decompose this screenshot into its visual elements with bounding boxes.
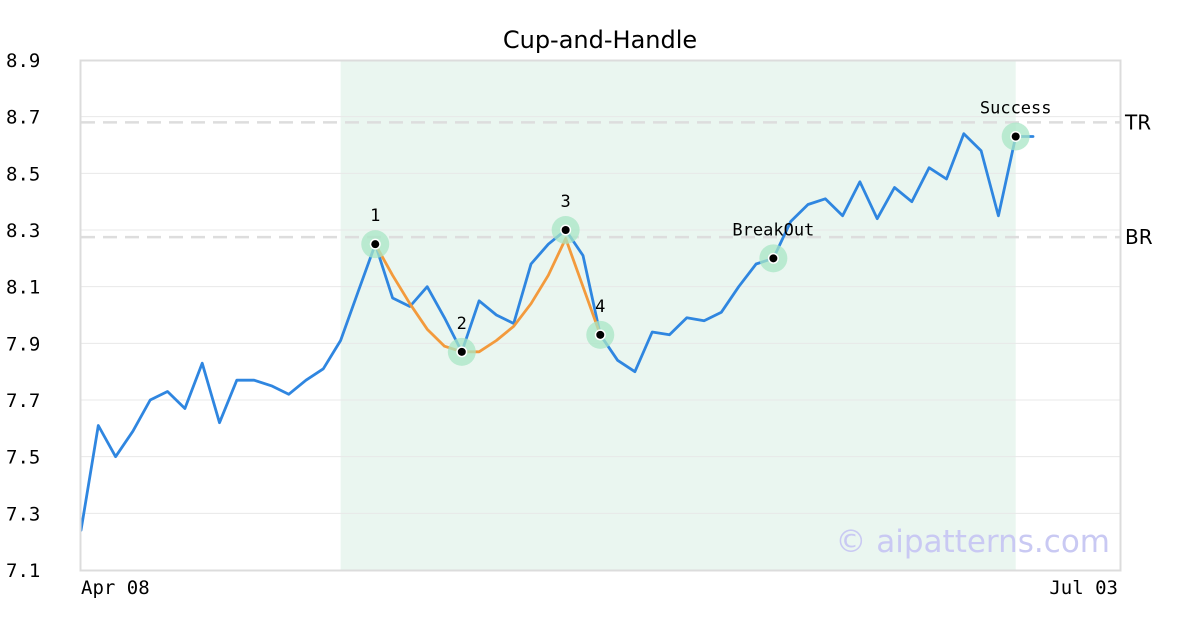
y-tick-label: 8.3: [6, 220, 40, 242]
x-tick-label: Jul 03: [1049, 577, 1118, 599]
point-label-breakout: BreakOut: [732, 220, 814, 240]
reference-label-br: BR: [1125, 225, 1153, 249]
y-tick-label: 7.1: [6, 560, 40, 582]
highlight-band: [340, 60, 1016, 570]
point-marker-success: [1011, 132, 1020, 141]
highlight-layer: [340, 60, 1016, 570]
point-label-success: Success: [980, 99, 1052, 119]
y-axis-ticks: 7.1 7.3 7.5 7.7 7.9 8.1 8.3 8.5 8.7 8.9: [6, 50, 40, 582]
point-marker-4: [596, 330, 605, 339]
point-label-4: 4: [595, 297, 605, 317]
point-label-1: 1: [370, 206, 380, 226]
point-marker-breakout: [769, 254, 778, 263]
x-axis-ticks: Apr 08 Jul 03: [81, 577, 1118, 599]
point-label-3: 3: [561, 192, 571, 212]
plot-frame: [79, 59, 1122, 572]
y-tick-label: 7.9: [6, 333, 40, 355]
cup-curve-line: [373, 237, 602, 354]
y-tick-label: 8.5: [6, 163, 40, 185]
points-layer: 1 2 3 4 BreakOut Success: [361, 99, 1052, 366]
chart-title: Cup-and-Handle: [503, 26, 697, 54]
point-marker-1: [371, 240, 380, 249]
y-tick-label: 8.9: [6, 50, 40, 72]
reference-label-tr: TR: [1124, 110, 1151, 134]
point-marker-2: [457, 347, 466, 356]
reference-lines-layer: TR BR: [81, 110, 1153, 249]
y-tick-label: 8.7: [6, 107, 40, 129]
y-tick-label: 7.3: [6, 503, 40, 525]
y-tick-label: 8.1: [6, 277, 40, 299]
point-marker-3: [561, 226, 570, 234]
point-label-2: 2: [457, 314, 467, 334]
y-tick-label: 7.7: [6, 390, 40, 412]
x-tick-label: Apr 08: [81, 577, 150, 599]
watermark: © aipatterns.com: [835, 524, 1110, 560]
y-tick-label: 7.5: [6, 447, 40, 469]
